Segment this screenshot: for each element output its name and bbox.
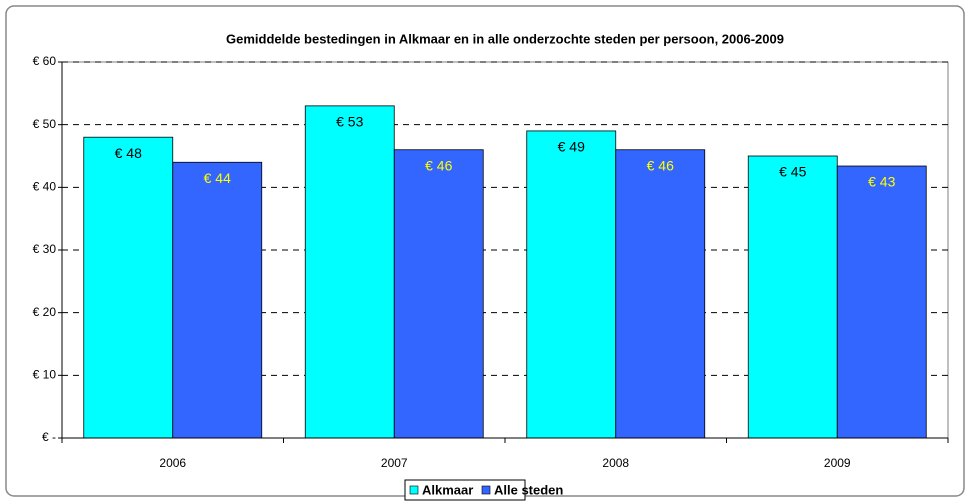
bar	[615, 149, 706, 439]
data-label: € 46	[647, 157, 674, 173]
y-tick-label: € -	[42, 430, 56, 444]
y-tick-label: € 50	[33, 117, 57, 131]
y-tick-label: € 10	[33, 368, 57, 382]
legend-label: Alkmaar	[422, 482, 473, 497]
data-label: € 44	[204, 170, 231, 186]
bar	[172, 161, 263, 439]
bar	[393, 149, 484, 439]
bar	[304, 105, 395, 439]
bar	[526, 130, 617, 439]
bar	[836, 165, 927, 439]
data-label: € 43	[868, 174, 895, 190]
y-tick-label: € 60	[33, 54, 57, 68]
bar	[747, 155, 838, 439]
x-tick-label: 2006	[159, 456, 186, 470]
data-label: € 49	[558, 139, 585, 155]
chart-title: Gemiddelde bestedingen in Alkmaar en in …	[226, 31, 784, 46]
legend-label: Alle steden	[494, 482, 563, 497]
bar	[83, 136, 174, 439]
x-tick-label: 2008	[602, 456, 629, 470]
y-tick-label: € 30	[33, 242, 57, 256]
y-tick-label: € 40	[33, 180, 57, 194]
data-label: € 46	[425, 157, 452, 173]
data-label: € 48	[115, 145, 142, 161]
plot-border	[61, 61, 949, 439]
data-label: € 45	[779, 164, 806, 180]
legend-swatch	[481, 485, 491, 495]
x-tick-label: 2007	[381, 456, 408, 470]
data-label: € 53	[336, 114, 363, 130]
legend-box	[404, 479, 526, 501]
x-tick-label: 2009	[824, 456, 851, 470]
y-tick-label: € 20	[33, 305, 57, 319]
legend-swatch	[409, 485, 419, 495]
